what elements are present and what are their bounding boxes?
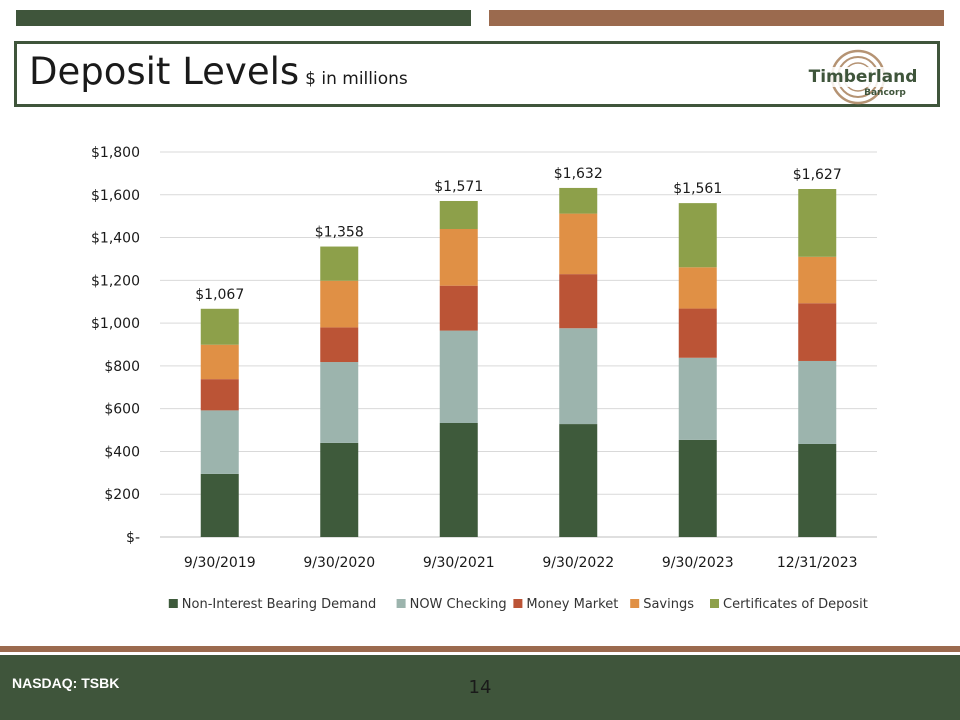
bar-segment bbox=[678, 267, 717, 309]
bar-segment bbox=[678, 439, 717, 537]
bar-segment bbox=[678, 203, 717, 268]
bar-segment bbox=[798, 256, 837, 304]
y-tick-label: $600 bbox=[104, 402, 140, 418]
page-title: Deposit Levels $ in millions bbox=[29, 50, 408, 93]
y-tick-label: $1,800 bbox=[91, 145, 140, 161]
legend-swatch bbox=[630, 599, 640, 608]
footer-accent-line bbox=[0, 646, 960, 652]
bar-segment bbox=[559, 274, 598, 329]
bar-segment bbox=[678, 357, 717, 440]
page-title-text: Deposit Levels bbox=[29, 50, 300, 93]
bar-segment bbox=[559, 328, 598, 425]
ticker-label: NASDAQ: TSBK bbox=[12, 675, 120, 691]
legend-label: NOW Checking bbox=[410, 597, 507, 612]
bar-segment bbox=[439, 330, 478, 423]
y-tick-label: $1,600 bbox=[91, 188, 140, 204]
bar-segment bbox=[200, 308, 239, 345]
total-data-label: $1,561 bbox=[673, 181, 722, 197]
bar-segment bbox=[439, 422, 478, 537]
top-accent-bar-green bbox=[16, 10, 471, 26]
total-data-label: $1,067 bbox=[195, 287, 244, 303]
legend-label: Savings bbox=[643, 597, 694, 612]
y-tick-label: $1,400 bbox=[91, 231, 140, 247]
total-data-label: $1,632 bbox=[554, 166, 603, 182]
bar-segment bbox=[320, 327, 359, 363]
total-data-label: $1,358 bbox=[315, 225, 364, 241]
bar-segment bbox=[320, 442, 359, 537]
legend-swatch bbox=[710, 599, 719, 608]
x-tick-label: 9/30/2019 bbox=[184, 555, 256, 571]
bar-segment bbox=[798, 443, 837, 537]
bar-segment bbox=[439, 229, 478, 286]
x-tick-label: 9/30/2020 bbox=[303, 555, 375, 571]
bar-segment bbox=[200, 344, 239, 380]
bar-segment bbox=[200, 410, 239, 474]
page-number: 14 bbox=[468, 677, 492, 698]
legend-swatch bbox=[396, 599, 406, 608]
legend-swatch bbox=[513, 599, 523, 608]
bar-segment bbox=[798, 303, 837, 361]
legend-swatch bbox=[168, 599, 178, 608]
bar-segment bbox=[678, 308, 717, 358]
x-tick-label: 9/30/2022 bbox=[542, 555, 614, 571]
total-data-label: $1,627 bbox=[793, 167, 842, 183]
bar-segment bbox=[320, 280, 359, 328]
top-accent-bar-brown bbox=[489, 10, 944, 26]
timberland-logo: Timberland Bancorp bbox=[809, 49, 918, 105]
page-subtitle: $ in millions bbox=[305, 69, 408, 89]
bar-segment bbox=[559, 187, 598, 214]
x-tick-label: 9/30/2023 bbox=[662, 555, 734, 571]
legend-label: Non-Interest Bearing Demand bbox=[182, 597, 376, 612]
total-data-label: $1,571 bbox=[434, 179, 483, 195]
y-tick-label: $1,200 bbox=[91, 273, 140, 289]
deposit-chart: $- $200 $400 $600 $800 $1,000 $1,200 $1,400 $1,6… bbox=[91, 145, 877, 612]
y-tick-label: $- bbox=[126, 530, 140, 546]
logo-text-bancorp: Bancorp bbox=[864, 88, 906, 98]
y-tick-label: $200 bbox=[104, 487, 140, 503]
legend-label: Money Market bbox=[526, 597, 618, 612]
bar-segment bbox=[439, 200, 478, 229]
bar-segment bbox=[798, 360, 837, 444]
bar-segment bbox=[320, 246, 359, 281]
legend-label: Certificates of Deposit bbox=[723, 597, 868, 612]
bar-segment bbox=[200, 473, 239, 537]
bar-segment bbox=[798, 189, 837, 257]
bar-segment bbox=[559, 213, 598, 275]
title-box: Deposit Levels $ in millions Timberland B… bbox=[14, 41, 940, 107]
y-tick-label: $800 bbox=[104, 359, 140, 375]
x-tick-label: 9/30/2021 bbox=[423, 555, 495, 571]
x-tick-label: 12/31/2023 bbox=[777, 555, 858, 571]
bar-segment bbox=[559, 424, 598, 537]
logo-text-timberland: Timberland bbox=[809, 67, 918, 87]
y-tick-label: $1,000 bbox=[91, 316, 140, 332]
bar-segment bbox=[320, 362, 359, 443]
bar-segment bbox=[200, 379, 239, 411]
bar-segment bbox=[439, 285, 478, 331]
y-tick-label: $400 bbox=[104, 444, 140, 460]
footer-bar: NASDAQ: TSBK 14 bbox=[0, 655, 960, 720]
